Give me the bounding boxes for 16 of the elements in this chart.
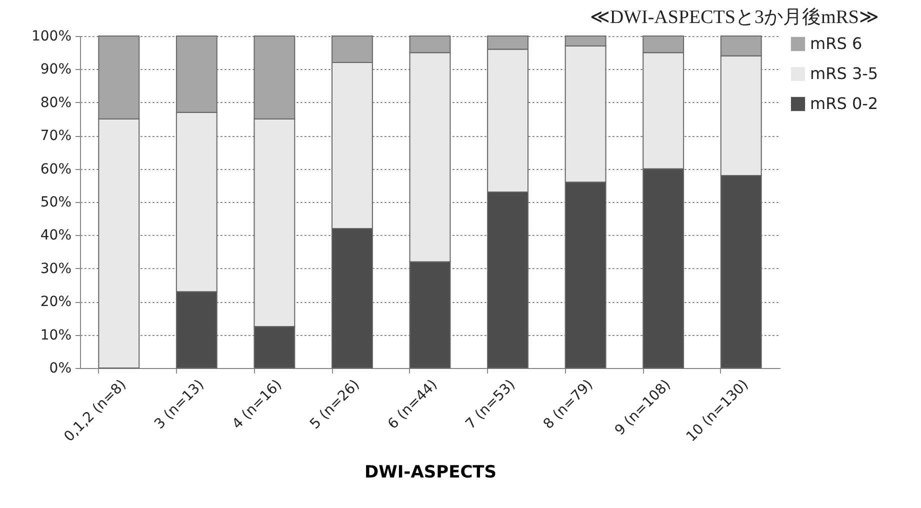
y-tick-label: 0% [49,360,72,376]
y-tick-label: 20% [40,294,72,310]
y-tick-label: 90% [40,62,72,78]
y-tick-label: 50% [40,194,72,210]
legend-label: mRS 0-2 [810,94,878,113]
legend-label: mRS 3-5 [810,64,878,83]
y-tick-label: 70% [40,128,72,144]
y-tick-label: 30% [40,260,72,277]
y-tick-label: 60% [40,161,72,178]
y-tick-label: 80% [40,94,72,111]
legend-label: mRS 6 [810,34,862,53]
x-axis-title: DWI-ASPECTS [364,462,497,482]
chart-title: ≪DWI-ASPECTSと3か月後mRS≫ [590,7,879,28]
y-tick-label: 10% [40,327,72,344]
y-tick-label: 40% [40,228,72,244]
y-tick-label: 100% [31,28,72,44]
